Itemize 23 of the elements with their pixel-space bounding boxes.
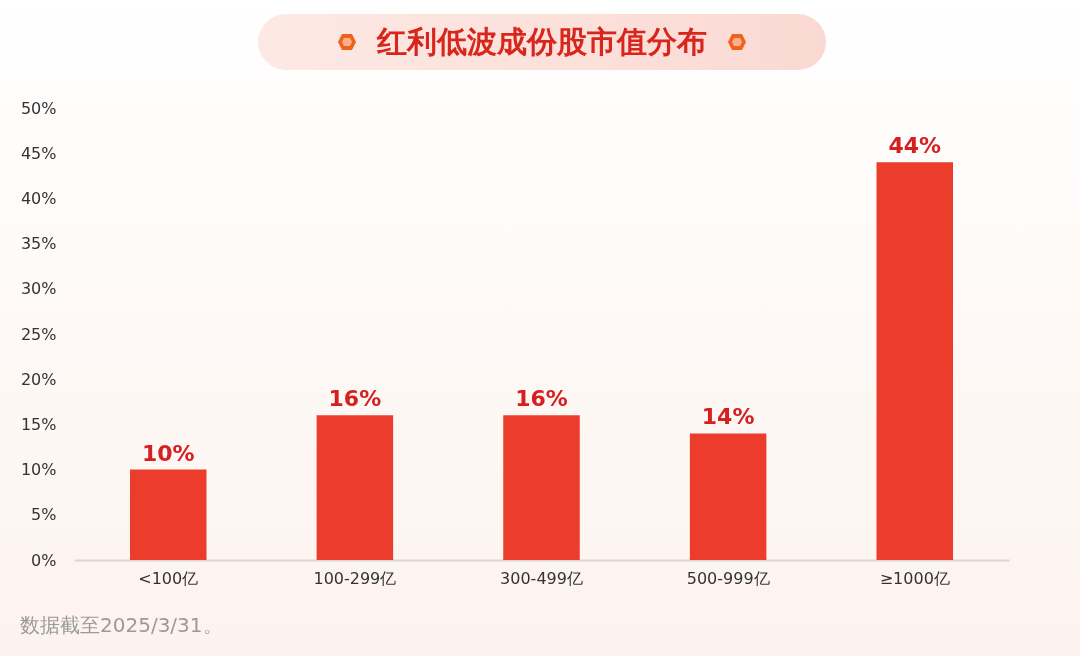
data-label: 16%: [515, 386, 568, 412]
y-tick-label: 5%: [31, 505, 57, 525]
y-tick-label: 50%: [20, 98, 57, 118]
y-tick-label: 40%: [20, 188, 57, 208]
text: 数据截至2025/3/31。: [20, 612, 223, 639]
y-tick-label: 35%: [20, 234, 57, 254]
x-tick-label: <100亿: [138, 568, 199, 588]
data-label: 44%: [888, 133, 942, 159]
data-label: 10%: [141, 440, 195, 466]
x-tick-label: ≥1000亿: [879, 568, 950, 588]
data-label: 14%: [701, 404, 755, 430]
x-tick-label: 300-499亿: [500, 568, 583, 588]
chart-title: 红利低波成份股市值分布: [377, 22, 707, 61]
y-tick-label: 25%: [20, 324, 57, 344]
y-tick-label: 20%: [20, 369, 57, 389]
x-tick-label: 100-299亿: [313, 568, 397, 588]
y-tick-label: 30%: [20, 279, 57, 299]
y-tick-label: 0%: [31, 550, 57, 570]
data-label: 16%: [328, 386, 382, 412]
y-tick-label: 15%: [20, 414, 57, 434]
x-tick-label: 500-999亿: [686, 568, 770, 588]
y-tick-label: 45%: [20, 143, 57, 163]
y-tick-label: 10%: [20, 460, 57, 480]
